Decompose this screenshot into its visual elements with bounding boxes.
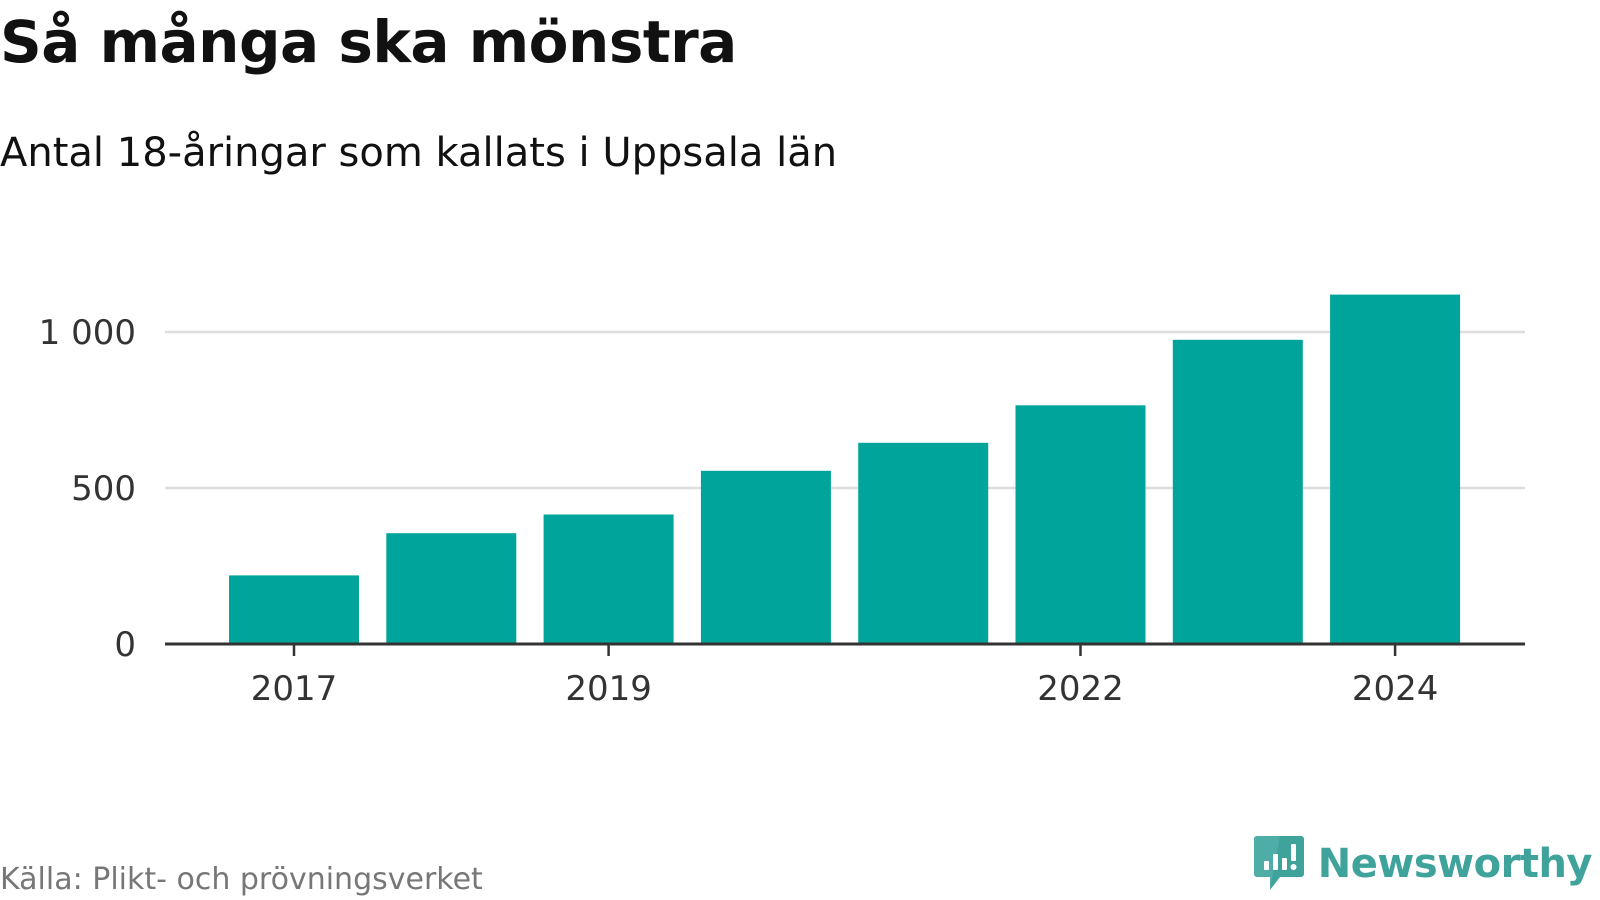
- bar-2018: [386, 533, 517, 644]
- y-tick-label: 500: [71, 469, 136, 509]
- chart-title: Så många ska mönstra: [0, 8, 737, 76]
- axes: 0 500 1 000 2017 2019 2022 2024: [39, 313, 1525, 709]
- brand-name: Newsworthy: [1317, 841, 1593, 887]
- newsworthy-logo-icon: [1253, 836, 1304, 890]
- bar-2023: [1172, 339, 1303, 644]
- brand-link[interactable]: Newsworthy: [1253, 836, 1593, 892]
- x-tick-label: 2022: [1037, 669, 1124, 709]
- x-tick-label: 2019: [565, 669, 652, 709]
- x-tick-label: 2024: [1352, 669, 1439, 709]
- bar-2024: [1330, 294, 1461, 644]
- bar-2021: [858, 442, 989, 644]
- bar-chart: 0 500 1 000 2017 2019 2022 2024: [39, 294, 1525, 709]
- x-tick-label: 2017: [251, 669, 338, 709]
- bar-2017: [229, 575, 359, 644]
- bar-2020: [700, 470, 831, 644]
- y-tick-label: 0: [114, 625, 136, 665]
- bar-2022: [1015, 405, 1146, 644]
- bar-2019: [543, 514, 674, 644]
- bars: [229, 294, 1461, 644]
- chart-subtitle: Antal 18-åringar som kallats i Uppsala l…: [0, 130, 838, 176]
- y-tick-label: 1 000: [39, 313, 136, 353]
- source-note: Källa: Plikt- och prövningsverket: [0, 862, 483, 897]
- gridlines: [165, 330, 1525, 490]
